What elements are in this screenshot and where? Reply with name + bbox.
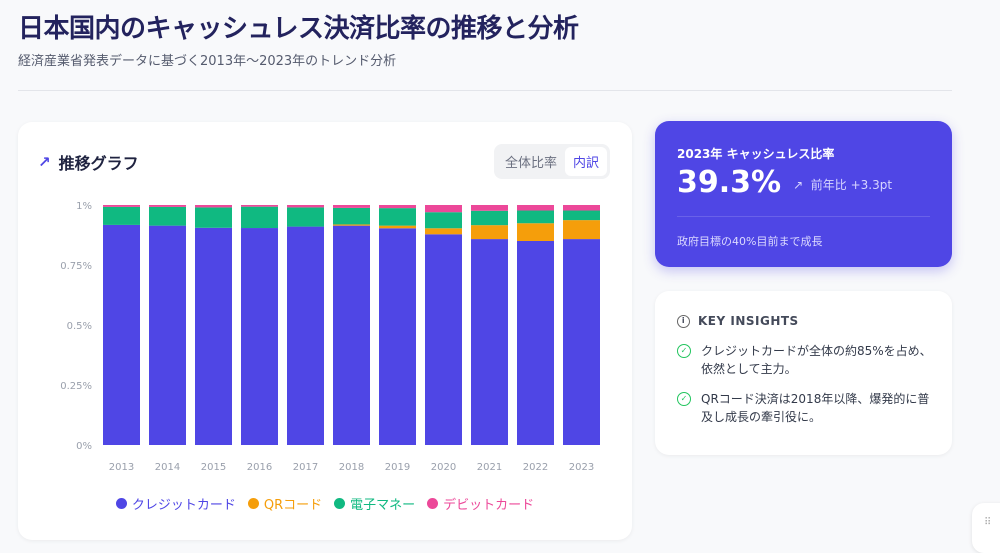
bar-segment-2023-2 [563,210,600,221]
drag-handle-icon[interactable]: ⠿ [972,503,1000,553]
bar-segment-2023-3 [563,205,600,211]
bar-segment-2013-2 [103,206,140,225]
legend-dot [427,498,439,509]
insights-header: i KEY INSIGHTS [677,314,936,328]
bar-segment-2022-0 [517,241,554,445]
kpi-label: 2023年 キャッシュレス比率 [677,147,835,161]
bar-segment-2019-2 [379,208,416,226]
bar-segment-2014-2 [149,206,186,226]
bar-segment-2015-2 [195,207,232,228]
x-tick-label: 2015 [201,462,226,473]
insights-title: KEY INSIGHTS [698,314,799,328]
bar-segment-2020-0 [425,234,462,445]
bar-segment-2016-2 [241,206,278,229]
insight-text: クレジットカードが全体の約85%を占め、依然として主力。 [701,344,932,376]
bar-segment-2014-3 [149,205,186,207]
legend-item[interactable]: クレジットカード [115,494,236,513]
x-tick-label: 2013 [109,462,134,473]
x-tick-label: 2018 [339,462,364,473]
insight-item: ✓ QRコード決済は2018年以降、爆発的に普及し成長の牽引役に。 [677,390,936,426]
bar-segment-2014-0 [149,225,186,445]
legend-label: 電子マネー [350,498,416,513]
legend-item[interactable]: QRコード [247,494,323,513]
bar-segment-2022-1 [517,223,554,241]
legend-dot [334,498,346,509]
bar-segment-2015-3 [195,205,232,208]
bar-segment-2018-0 [333,225,370,445]
legend-item[interactable]: 電子マネー [334,494,415,513]
kpi-value: 39.3% [677,165,782,200]
chart-card: ↗ 推移グラフ 全体比率 内訳 0% 0.25% 0.5% 0.75% 1% 2013 201… [18,122,632,540]
legend-label: QRコード [263,498,323,513]
bar-segment-2013-3 [103,205,140,207]
kpi-note: 政府目標の40%目前まで成長 [677,235,823,248]
bar-segment-2019-1 [379,225,416,229]
y-tick-label: 1% [76,201,92,212]
stacked-bar-chart: 0% 0.25% 0.5% 0.75% 1% 2013 2014 2015 2016 2017 20… [60,201,600,473]
x-tick-label: 2014 [155,462,180,473]
bar-segment-2016-3 [241,205,278,207]
kpi-divider [677,216,930,217]
bar-segment-2022-2 [517,210,554,224]
bar-segment-2021-0 [471,239,508,445]
bar-segment-2018-2 [333,207,370,225]
x-tick-label: 2021 [477,462,502,473]
toggle-total-ratio[interactable]: 全体比率 [504,156,557,171]
trending-up-icon: ↗ [38,153,51,171]
bar-segment-2021-2 [471,210,508,226]
bar-segment-2019-0 [379,228,416,445]
kpi-delta-text: 前年比 +3.3pt [810,178,893,192]
bar-segment-2019-3 [379,205,416,209]
y-tick-label: 0.25% [60,381,92,392]
view-toggle: 全体比率 内訳 [493,144,610,179]
bar-segment-2017-0 [287,226,324,445]
insight-item: ✓ クレジットカードが全体の約85%を占め、依然として主力。 [677,342,936,378]
chart-card-header: ↗ 推移グラフ [38,150,139,174]
bar-segment-2021-1 [471,225,508,240]
page-subtitle: 経済産業省発表データに基づく2013年〜2023年のトレンド分析 [18,54,397,69]
kpi-card: 2023年 キャッシュレス比率 39.3% ↗ 前年比 +3.3pt 政府目標の… [655,121,952,267]
y-tick-label: 0% [76,441,92,452]
bar-segment-2013-0 [103,224,140,445]
x-tick-label: 2022 [523,462,548,473]
legend-dot [247,498,259,509]
bar-segment-2017-2 [287,207,324,227]
check-circle-icon: ✓ [677,344,691,358]
y-tick-label: 0.75% [60,261,92,272]
legend-item[interactable]: デビットカード [427,494,534,513]
divider [18,90,952,91]
bar-segment-2021-3 [471,205,508,211]
bar-segment-2018-3 [333,205,370,208]
x-tick-label: 2017 [293,462,318,473]
bar-segment-2016-0 [241,228,278,445]
insights-card: i KEY INSIGHTS ✓ クレジットカードが全体の約85%を占め、依然として… [655,291,952,455]
chart-card-title: 推移グラフ [58,154,139,173]
kpi-value-row: 39.3% ↗ 前年比 +3.3pt [677,165,892,200]
bar-segment-2018-1 [333,224,370,226]
legend-label: デビットカード [443,498,535,513]
x-tick-label: 2023 [569,462,594,473]
legend-dot [115,498,127,509]
bar-segment-2015-0 [195,227,232,445]
insight-text: QRコード決済は2018年以降、爆発的に普及し成長の牽引役に。 [701,392,930,424]
toggle-breakdown[interactable]: 内訳 [564,147,607,176]
bar-segment-2023-1 [563,220,600,240]
bar-segment-2020-3 [425,205,462,213]
x-tick-label: 2020 [431,462,456,473]
bar-segment-2020-2 [425,212,462,229]
chart-legend: クレジットカード QRコード 電子マネー デビットカード [18,494,632,513]
page-title: 日本国内のキャッシュレス決済比率の推移と分析 [18,14,579,44]
bar-segment-2022-3 [517,205,554,211]
check-circle-icon: ✓ [677,392,691,406]
x-tick-label: 2019 [385,462,410,473]
bar-segment-2020-1 [425,228,462,235]
x-tick-label: 2016 [247,462,272,473]
info-icon: i [677,314,690,328]
bar-segment-2023-0 [563,239,600,445]
arrow-up-right-icon: ↗ [793,178,804,192]
legend-label: クレジットカード [131,498,236,513]
y-tick-label: 0.5% [67,321,92,332]
kpi-delta: ↗ 前年比 +3.3pt [793,172,892,193]
bar-segment-2017-3 [287,205,324,208]
